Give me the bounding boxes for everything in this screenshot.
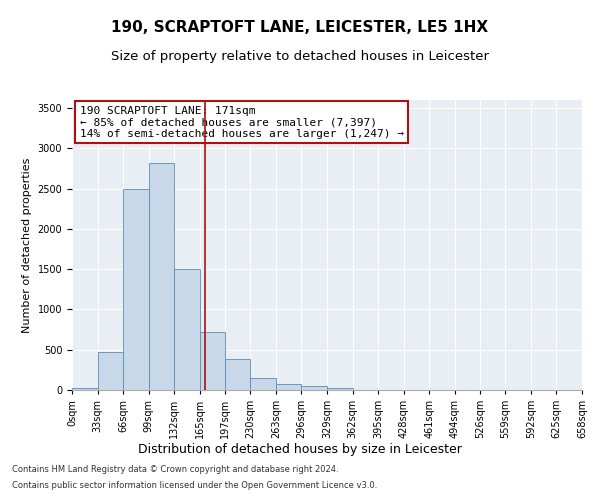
Text: Contains HM Land Registry data © Crown copyright and database right 2024.: Contains HM Land Registry data © Crown c… [12, 466, 338, 474]
Text: 190 SCRAPTOFT LANE: 171sqm
← 85% of detached houses are smaller (7,397)
14% of s: 190 SCRAPTOFT LANE: 171sqm ← 85% of deta… [80, 106, 404, 139]
Bar [149, 163, 175, 390]
Y-axis label: Number of detached properties: Number of detached properties [22, 158, 32, 332]
Bar [224, 358, 250, 390]
Bar [200, 332, 224, 390]
Bar [123, 188, 149, 390]
Text: 190, SCRAPTOFT LANE, LEICESTER, LE5 1HX: 190, SCRAPTOFT LANE, LEICESTER, LE5 1HX [112, 20, 488, 35]
Bar [250, 378, 276, 390]
Bar [327, 388, 353, 390]
Bar [301, 386, 327, 390]
Bar [175, 269, 200, 390]
Bar [98, 352, 123, 390]
Bar [72, 388, 98, 390]
Text: Distribution of detached houses by size in Leicester: Distribution of detached houses by size … [138, 442, 462, 456]
Text: Size of property relative to detached houses in Leicester: Size of property relative to detached ho… [111, 50, 489, 63]
Text: Contains public sector information licensed under the Open Government Licence v3: Contains public sector information licen… [12, 480, 377, 490]
Bar [276, 384, 301, 390]
